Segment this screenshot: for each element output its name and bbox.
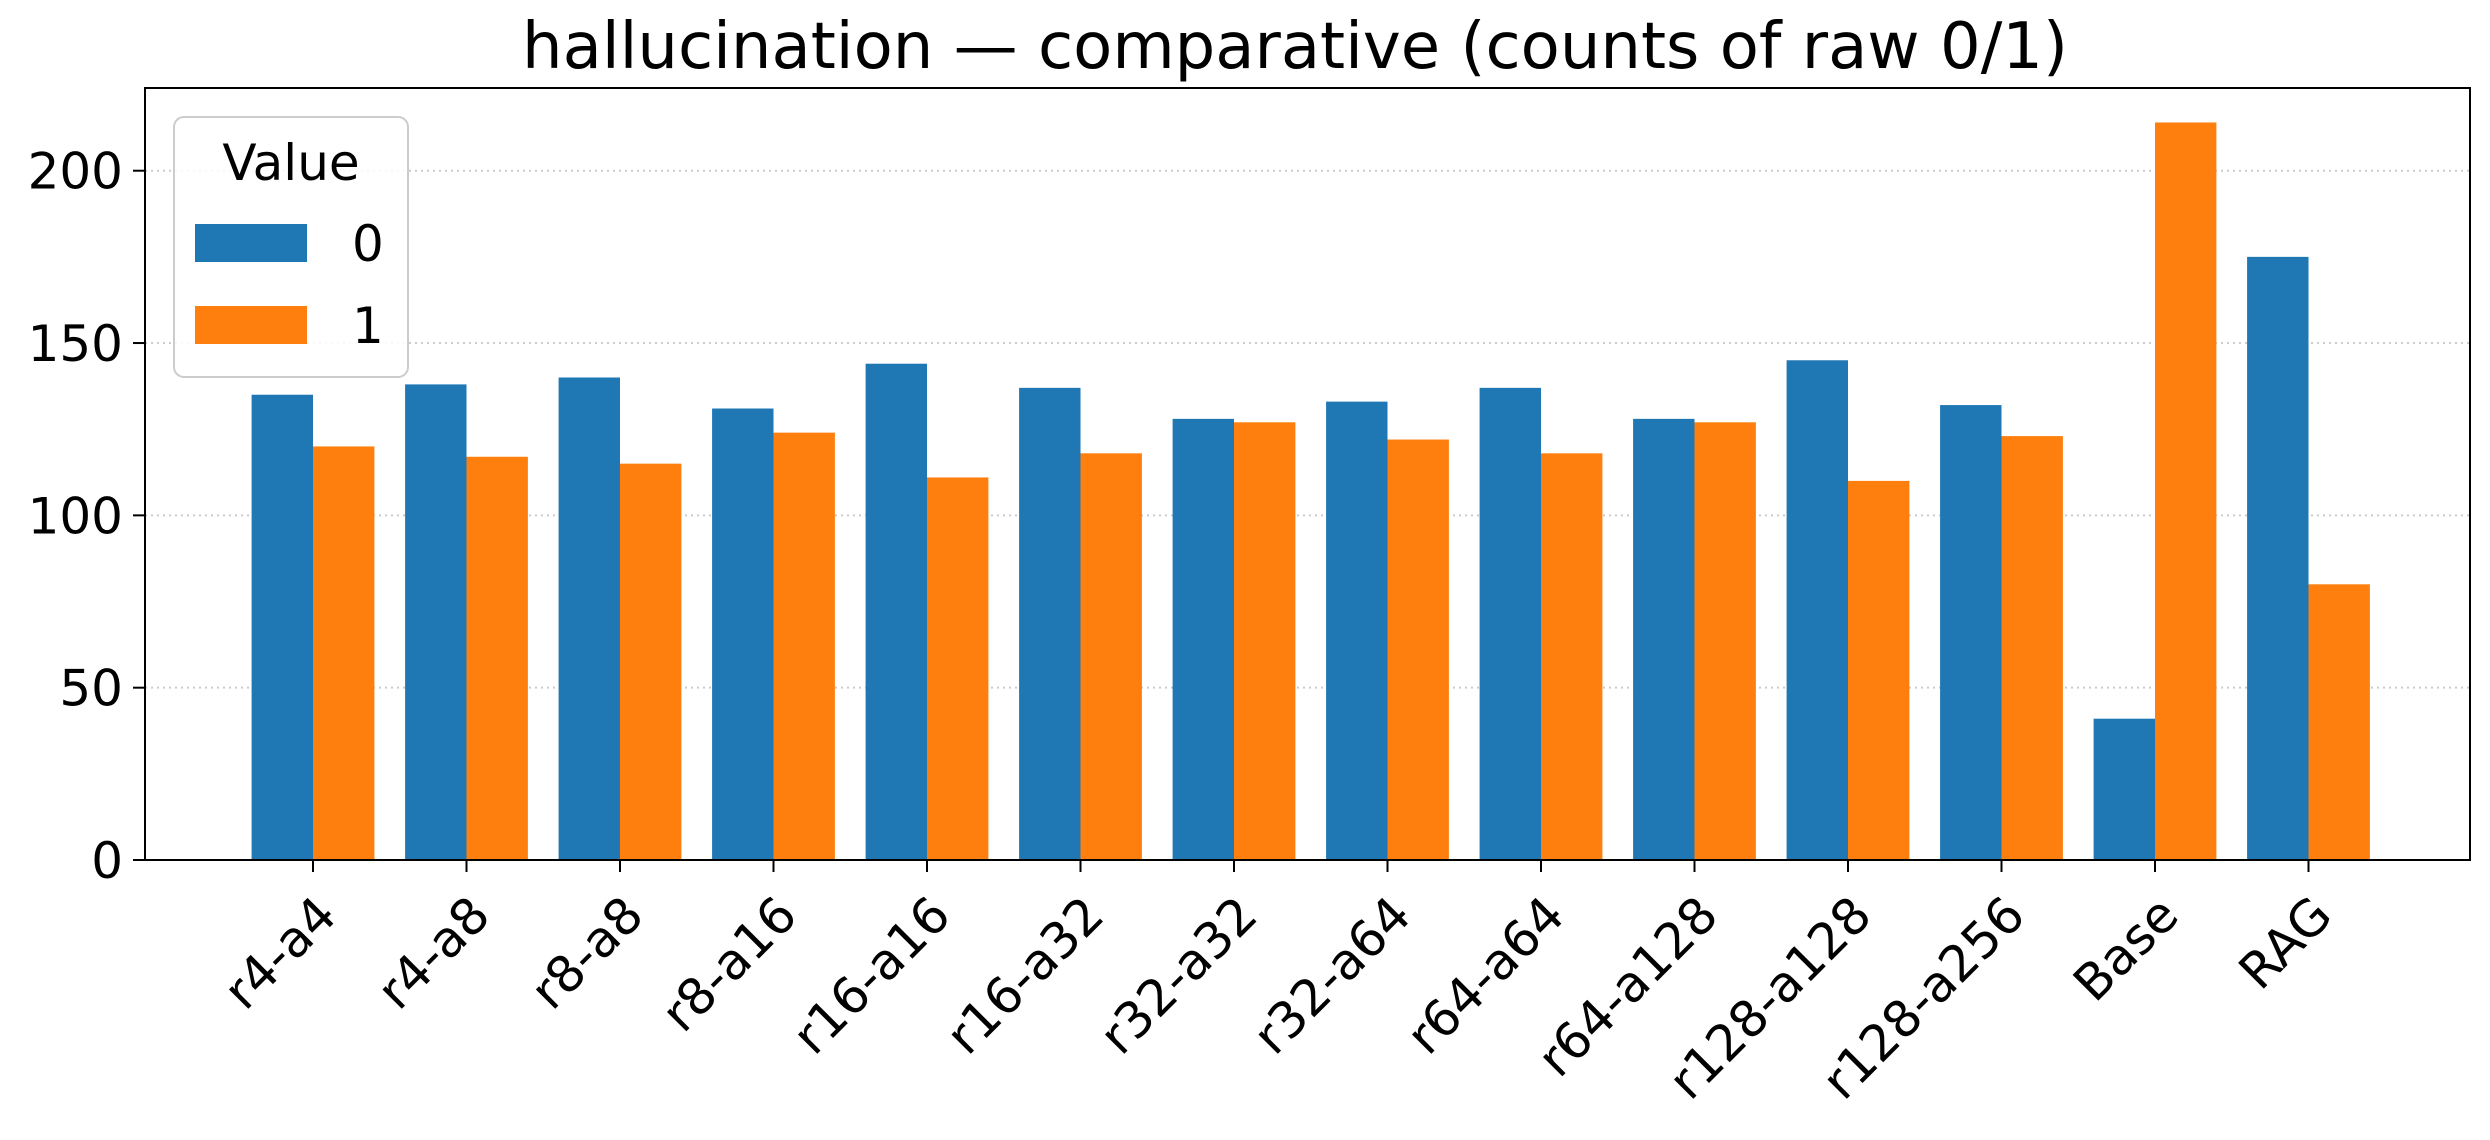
x-axis: r4-a4 r4-a8 r8-a8r8-a16r16-a16r16-a32r32-a… — [213, 860, 2343, 1110]
bar-0-r64-a128 — [1633, 418, 1695, 860]
y-tick-label-1: 50 — [59, 660, 123, 718]
bar-1-r16-a16 — [927, 477, 989, 860]
bar-0-r8-a16 — [712, 408, 774, 860]
bar-1-r4-a8 — [466, 456, 528, 860]
x-tick-label-r8-a16: r8-a16 — [651, 885, 808, 1042]
bar-1-r64-a64 — [1541, 453, 1603, 860]
legend-swatch-0 — [195, 224, 307, 262]
bar-0-r8-a8 — [558, 377, 620, 860]
bar-0-r32-a64 — [1326, 401, 1388, 860]
x-tick-label-r4-a8: r4-a8 — [366, 885, 501, 1020]
bar-1-r32-a32 — [1234, 422, 1296, 860]
bar-0-r4-a4 — [251, 394, 313, 860]
x-tick-label-r4-a4: r4-a4 — [213, 885, 348, 1020]
bar-1-RAG — [2308, 584, 2370, 860]
bar-1-r8-a8 — [620, 463, 682, 860]
bar-1-Base — [2155, 122, 2217, 860]
legend-label-1: 1 — [352, 297, 384, 355]
bar-1-r4-a4 — [313, 446, 375, 860]
bar-1-r128-a256 — [2001, 436, 2063, 860]
legend-title: Value — [222, 134, 359, 192]
bar-0-r16-a16 — [865, 363, 927, 860]
legend: Value 0 1 — [173, 116, 409, 378]
y-tick-label-3: 150 — [28, 315, 123, 373]
bar-1-r16-a32 — [1080, 453, 1142, 860]
x-tick-label-r16-a32: r16-a32 — [935, 885, 1115, 1065]
chart-title: hallucination — comparative (counts of r… — [522, 10, 2068, 84]
bar-0-r16-a32 — [1019, 387, 1081, 860]
y-tick-label-4: 200 — [28, 143, 123, 201]
legend-swatch-1 — [195, 306, 307, 344]
bar-0-r4-a8 — [405, 384, 467, 860]
y-tick-label-0: 0 — [91, 832, 123, 890]
x-tick-label-r32-a32: r32-a32 — [1089, 885, 1269, 1065]
bar-1-r64-a128 — [1694, 422, 1756, 860]
legend-label-0: 0 — [352, 215, 384, 273]
x-tick-label-RAG: RAG — [2228, 885, 2343, 1000]
bar-0-r64-a64 — [1479, 387, 1541, 860]
x-tick-label-Base: Base — [2062, 885, 2189, 1012]
bar-1-r128-a128 — [1848, 480, 1910, 860]
bar-1-r8-a16 — [773, 432, 835, 860]
x-tick-label-r16-a16: r16-a16 — [782, 885, 962, 1065]
bar-0-Base — [2093, 718, 2155, 860]
x-tick-label-r32-a64: r32-a64 — [1242, 885, 1422, 1065]
y-axis: 0 50 100 150 200 — [28, 143, 145, 890]
bar-0-r32-a32 — [1172, 418, 1234, 860]
bar-1-r32-a64 — [1387, 439, 1449, 860]
bar-0-r128-a256 — [1940, 405, 2002, 860]
bars — [251, 122, 2370, 860]
x-tick-label-r8-a8: r8-a8 — [520, 885, 655, 1020]
plot-frame — [144, 87, 2471, 861]
y-tick-label-2: 100 — [28, 487, 123, 545]
bar-0-r128-a128 — [1786, 360, 1848, 860]
bar-0-RAG — [2247, 256, 2309, 860]
